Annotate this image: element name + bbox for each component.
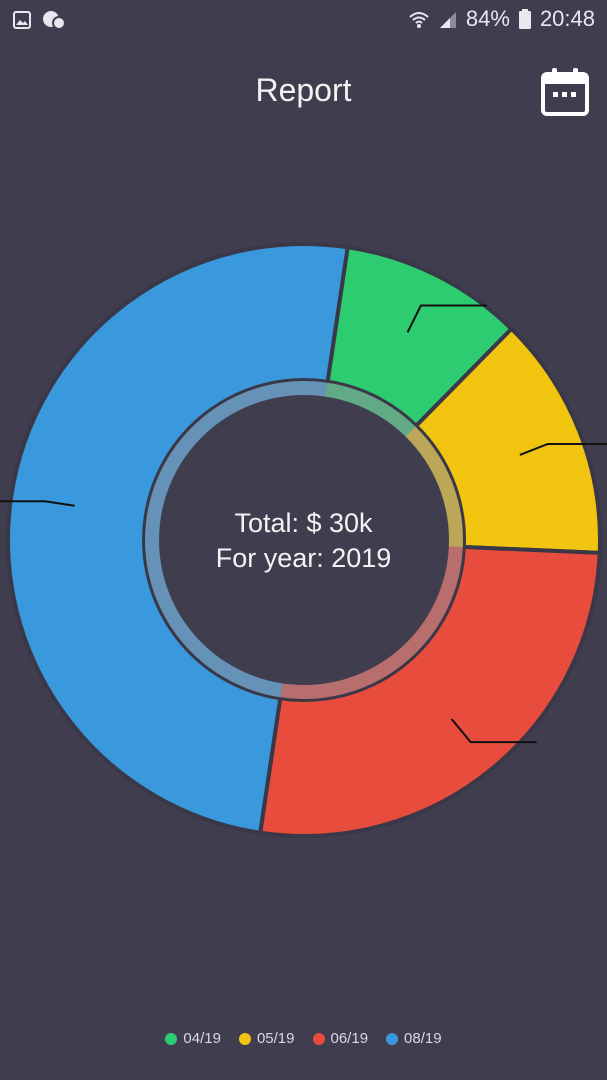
legend-dot	[386, 1032, 399, 1045]
leader-line-05-19	[519, 442, 607, 456]
legend-label: 04/19	[183, 1030, 221, 1047]
donut-chart: $15k08/19$5k05/19	[0, 242, 607, 838]
status-right: 84% 20:48	[408, 6, 595, 32]
signal-icon	[439, 12, 456, 28]
leader-line-08-19	[0, 500, 75, 507]
slice-05-19[interactable]	[413, 326, 602, 555]
legend-item-0[interactable]: 04/19	[165, 1030, 221, 1047]
status-left	[12, 10, 66, 30]
inner-ring-08-19	[145, 381, 328, 698]
chart-legend: 04/19 05/19 06/19 08/19	[0, 1030, 607, 1047]
battery-icon	[518, 9, 531, 29]
calendar-icon	[541, 68, 589, 116]
legend-item-1[interactable]: 05/19	[238, 1030, 295, 1047]
page-title: Report	[255, 72, 352, 108]
legend-dot	[165, 1032, 178, 1045]
slice-08-19[interactable]	[6, 242, 351, 836]
legend-dot	[238, 1032, 251, 1045]
image-notification-icon	[13, 11, 31, 29]
wifi-icon	[409, 12, 429, 28]
leader-line-06-19	[450, 718, 537, 744]
status-bar: 84% 20:48	[0, 0, 607, 42]
calendar-button[interactable]	[540, 66, 590, 118]
legend-label: 08/19	[404, 1030, 442, 1047]
legend-label: 06/19	[330, 1030, 369, 1047]
inner-ring-highlight	[145, 381, 463, 699]
legend-label: 05/19	[256, 1030, 295, 1047]
clock: 20:48	[539, 6, 595, 31]
leader-line-04-19	[406, 304, 487, 333]
legend-item-2[interactable]: 06/19	[312, 1030, 369, 1047]
legend-item-3[interactable]: 08/19	[386, 1030, 442, 1047]
inner-ring-06-19	[280, 546, 463, 699]
slice-06-19[interactable]	[257, 544, 602, 838]
chat-notification-icon	[43, 11, 66, 30]
year-label: For year: 2019	[215, 543, 392, 573]
battery-percent: 84%	[465, 6, 510, 31]
inner-ring-04-19	[325, 382, 416, 437]
inner-ring-05-19	[405, 426, 463, 547]
legend-dot	[312, 1032, 325, 1045]
total-label: Total: $ 30k	[234, 508, 373, 538]
